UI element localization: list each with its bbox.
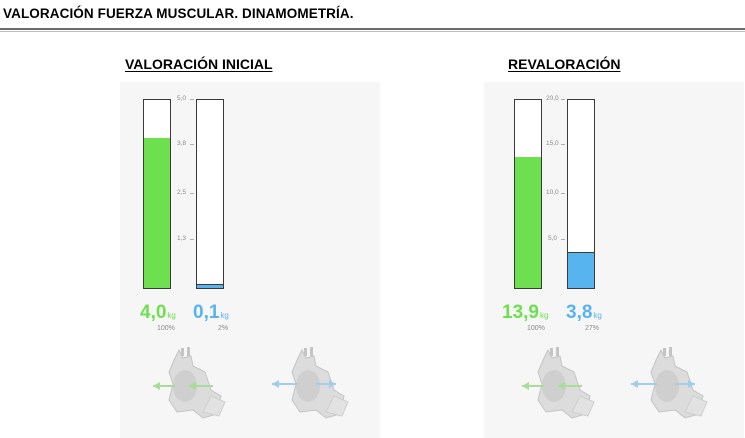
tick-mark <box>561 144 565 145</box>
value-unit: kg <box>539 311 549 320</box>
value-unit: kg <box>593 311 602 320</box>
bar-fill-blue <box>197 284 223 288</box>
panel-initial: 5,0 3,8 2,5 1,3 4,0kg 0,1kg 100% 2% <box>120 82 380 438</box>
value-number: 0,1 <box>193 302 220 323</box>
tick-label: 1,3 <box>177 235 187 242</box>
percent-green: 100% <box>527 325 545 332</box>
value-green: 4,0kg <box>140 302 176 324</box>
tick-mark <box>190 144 194 145</box>
percent-blue: 2% <box>218 325 229 332</box>
value-blue: 3,8kg <box>566 302 602 324</box>
tick-label: 10,0 <box>546 189 559 196</box>
value-number: 3,8 <box>566 302 593 323</box>
muscle-green-arrows-icon <box>514 342 600 422</box>
muscle-blue-arrows-icon <box>627 342 713 422</box>
tick-label: 20,0 <box>546 95 559 102</box>
bar-frame-green <box>514 99 542 289</box>
value-blue: 0,1kg <box>193 302 229 324</box>
value-green: 13,9kg <box>502 302 548 324</box>
percent-blue: 27% <box>585 325 600 332</box>
muscle-green-arrows-icon <box>145 342 231 422</box>
tick-mark <box>190 239 194 240</box>
value-number: 13,9 <box>502 302 539 323</box>
panel-reassessment: 20,0 15,0 10,0 5,0 13,9kg 3,8kg 100% 27% <box>484 82 744 438</box>
value-unit: kg <box>167 311 176 320</box>
percent-green: 100% <box>157 325 175 332</box>
bar-fill-green <box>515 157 541 288</box>
value-number: 4,0 <box>140 302 167 323</box>
tick-label: 15,0 <box>546 140 559 147</box>
tick-mark <box>190 193 194 194</box>
bar-frame-blue <box>567 99 595 289</box>
tick-label: 2,5 <box>177 189 187 196</box>
section-heading-initial: VALORACIÓN INICIAL <box>125 56 273 72</box>
bar-frame-blue <box>196 99 224 289</box>
title-divider-shadow <box>0 31 745 32</box>
tick-label: 5,0 <box>177 95 187 102</box>
bar-fill-green <box>144 137 170 288</box>
tick-mark <box>561 193 565 194</box>
tick-mark <box>561 239 565 240</box>
page-title: VALORACIÓN FUERZA MUSCULAR. DINAMOMETRÍA… <box>3 6 354 21</box>
section-heading-reassessment: REVALORACIÓN <box>508 56 621 72</box>
tick-mark <box>190 99 194 100</box>
bar-fill-blue <box>568 252 594 288</box>
muscle-blue-arrows-icon <box>268 342 354 422</box>
tick-label: 5,0 <box>548 235 558 242</box>
bar-frame-green <box>143 99 171 289</box>
tick-label: 3,8 <box>177 140 187 147</box>
tick-mark <box>561 99 565 100</box>
title-divider <box>0 28 745 30</box>
value-unit: kg <box>220 311 229 320</box>
